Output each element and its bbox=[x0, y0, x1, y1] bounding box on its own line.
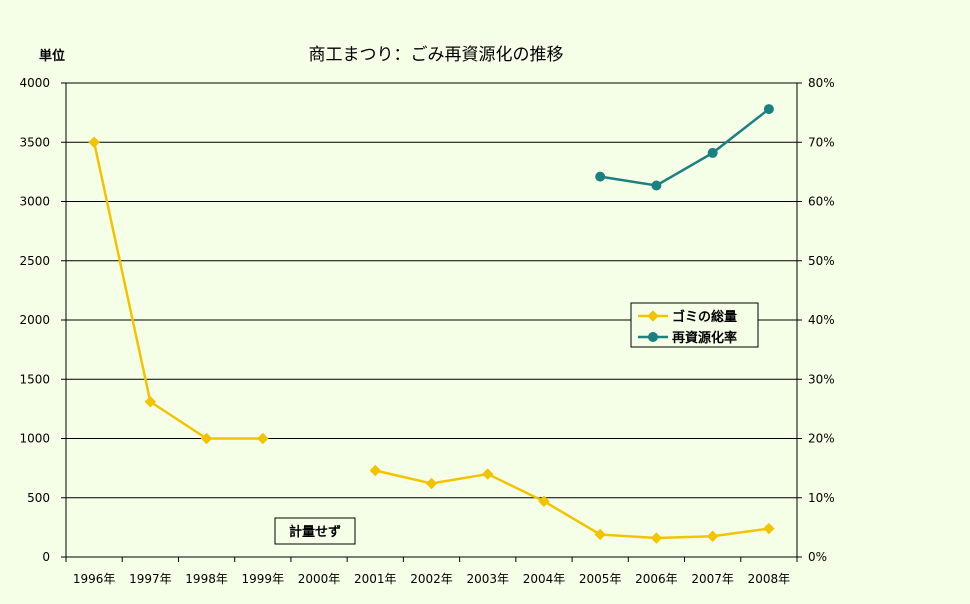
series-line bbox=[92, 141, 263, 440]
y-right-tick-label: 20% bbox=[808, 432, 835, 446]
data-point bbox=[482, 468, 494, 480]
y-right-tick-label: 40% bbox=[808, 313, 835, 327]
data-point bbox=[595, 171, 606, 182]
x-tick-label: 2001年 bbox=[354, 572, 397, 586]
x-tick-label: 1996年 bbox=[73, 572, 116, 586]
x-tick-label: 1998年 bbox=[185, 572, 228, 586]
x-tick-label: 2000年 bbox=[298, 572, 341, 586]
data-point bbox=[650, 532, 663, 544]
data-point bbox=[706, 530, 719, 542]
annotation-frame bbox=[274, 517, 356, 545]
data-point bbox=[538, 495, 550, 508]
y-axis-left: 0 500 1000 1500 2000 2500 3000 3500 4000 bbox=[19, 76, 66, 564]
x-axis: 1996年 1997年 1998年 1999年 2000年 2001年 2002年 2003年… bbox=[65, 557, 798, 586]
x-tick-label: 2005年 bbox=[579, 572, 622, 586]
x-tick-label: 2003年 bbox=[466, 572, 509, 586]
y-left-tick-label: 3000 bbox=[19, 195, 50, 209]
y-right-tick-label: 80% bbox=[808, 76, 835, 90]
data-point bbox=[200, 432, 213, 445]
annotation-text: 計量せず bbox=[289, 524, 341, 540]
y-left-tick-label: 2500 bbox=[19, 254, 50, 268]
x-tick-label: 2002年 bbox=[410, 572, 453, 586]
y-left-tick-label: 1000 bbox=[19, 432, 50, 446]
data-point bbox=[651, 180, 662, 191]
x-tick-label: 2008年 bbox=[748, 572, 791, 586]
legend-label: ゴミの総量 bbox=[672, 309, 737, 325]
y-axis-right: 0% 10% 20% 30% 40% 50% 60% 70% 80% bbox=[797, 76, 835, 564]
y-left-tick-label: 3500 bbox=[19, 135, 50, 149]
chart-title: 商工まつり：ごみ再資源化の推移 bbox=[309, 45, 564, 65]
x-tick-label: 2007年 bbox=[691, 572, 734, 586]
data-point bbox=[257, 432, 269, 445]
x-tick-label: 2004年 bbox=[523, 572, 566, 586]
data-point bbox=[763, 522, 775, 535]
y-left-tick-label: 0 bbox=[42, 550, 50, 564]
legend-frame bbox=[630, 302, 759, 348]
x-tick-label: 1999年 bbox=[242, 572, 285, 586]
y-unit-label: 単位 bbox=[39, 48, 65, 64]
series-lines bbox=[92, 108, 770, 540]
y-right-tick-label: 30% bbox=[808, 372, 835, 386]
x-tick-label: 1997年 bbox=[129, 572, 172, 586]
data-point bbox=[594, 528, 606, 541]
y-left-tick-label: 500 bbox=[27, 491, 50, 505]
series-points bbox=[88, 104, 775, 544]
data-point bbox=[763, 104, 774, 115]
series-line bbox=[599, 108, 770, 187]
y-right-tick-label: 0% bbox=[808, 550, 827, 564]
legend-label: 再資源化率 bbox=[672, 330, 737, 346]
data-point bbox=[707, 147, 718, 158]
y-right-tick-label: 60% bbox=[808, 195, 835, 209]
y-right-tick-label: 50% bbox=[808, 254, 835, 268]
data-point bbox=[369, 464, 381, 477]
y-left-tick-label: 1500 bbox=[19, 372, 50, 386]
data-point bbox=[144, 396, 157, 408]
y-left-tick-label: 2000 bbox=[19, 313, 50, 327]
data-point bbox=[648, 332, 658, 342]
data-point bbox=[88, 136, 100, 148]
data-point bbox=[647, 310, 659, 322]
y-left-tick-label: 4000 bbox=[19, 76, 50, 90]
y-right-tick-label: 10% bbox=[808, 491, 835, 505]
series-line bbox=[374, 469, 770, 540]
y-right-tick-label: 70% bbox=[808, 135, 835, 149]
data-point bbox=[425, 477, 438, 490]
x-tick-label: 2006年 bbox=[635, 572, 678, 586]
annotation-box: 計量せず bbox=[274, 517, 356, 545]
